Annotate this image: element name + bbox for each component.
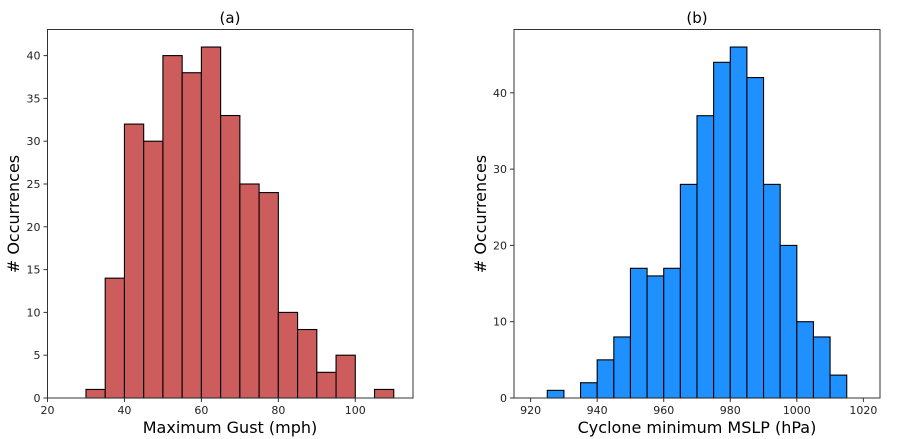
histogram-bar	[663, 267, 681, 399]
x-tick-label: 100	[345, 404, 366, 417]
y-tick-label: 10	[27, 306, 41, 319]
axes-frame	[47, 29, 414, 399]
histogram-bar	[796, 321, 815, 399]
histogram-bar	[181, 72, 202, 399]
y-tick-label: 20	[27, 221, 41, 234]
histogram-bar	[258, 192, 279, 399]
histogram-bar	[546, 389, 565, 399]
y-tick-label: 25	[27, 178, 41, 191]
panel-b-title: (b)	[686, 9, 707, 27]
y-tick-label: 0	[34, 392, 41, 405]
x-tick-label: 980	[720, 404, 741, 417]
x-tick-label: 1000	[783, 404, 811, 417]
histogram-bar	[297, 328, 318, 399]
histogram-bar	[143, 140, 164, 399]
panel-a-title: (a)	[220, 9, 241, 27]
histogram-bar	[162, 55, 183, 399]
panel-b: (b) Cyclone minimum MSLP (hPa) # Occurre…	[471, 9, 881, 437]
histogram-bar	[123, 123, 145, 399]
histogram-bar	[829, 374, 848, 399]
x-tick-label: 60	[194, 404, 208, 417]
histogram-bar	[779, 244, 798, 399]
histogram-bar	[729, 46, 748, 399]
histogram-bar	[200, 46, 222, 399]
x-tick-label: 20	[41, 404, 55, 417]
x-tick-label: 1020	[849, 404, 877, 417]
panel-a-ylabel: # Occurrences	[4, 155, 23, 273]
y-tick-label: 40	[27, 50, 41, 63]
histogram-bar	[713, 61, 731, 399]
panel-b-ylabel: # Occurrences	[471, 155, 490, 273]
histogram-bar	[596, 359, 615, 399]
histogram-bar	[220, 114, 241, 399]
histogram-bar	[629, 267, 648, 399]
y-tick-label: 30	[27, 135, 41, 148]
x-tick-label: 940	[587, 404, 608, 417]
panel-a-xlabel: Maximum Gust (mph)	[143, 418, 318, 437]
axes-frame	[513, 29, 881, 399]
y-tick-label: 20	[493, 239, 507, 252]
histogram-bar	[316, 371, 337, 399]
histogram-bar	[277, 311, 299, 399]
x-tick-label: 920	[520, 404, 541, 417]
panel-b-xlabel: Cyclone minimum MSLP (hPa)	[578, 418, 817, 437]
x-tick-label: 40	[117, 404, 131, 417]
y-tick-label: 40	[493, 87, 507, 100]
x-tick-label: 80	[271, 404, 285, 417]
panel-a: (a) Maximum Gust (mph) # Occurrences 20 4…	[4, 9, 414, 437]
histogram-bar	[746, 77, 765, 399]
histogram-bar	[812, 336, 831, 399]
y-tick-label: 35	[27, 92, 41, 105]
histogram-bar	[679, 183, 698, 399]
histogram-bar	[104, 277, 125, 399]
histogram-bar	[696, 115, 715, 399]
histogram-bar	[335, 354, 356, 399]
histogram-bar	[579, 382, 598, 399]
y-tick-label: 5	[34, 349, 41, 362]
x-tick-label: 960	[653, 404, 674, 417]
y-tick-label: 30	[493, 163, 507, 176]
histogram-bar	[646, 275, 665, 399]
y-tick-label: 15	[27, 264, 41, 277]
y-tick-label: 10	[493, 316, 507, 329]
y-tick-label: 0	[500, 392, 507, 405]
histogram-bar	[613, 336, 632, 399]
histogram-bar	[762, 183, 781, 399]
histogram-bar	[373, 388, 395, 399]
histogram-bar	[85, 388, 106, 399]
histogram-bar	[239, 183, 260, 399]
